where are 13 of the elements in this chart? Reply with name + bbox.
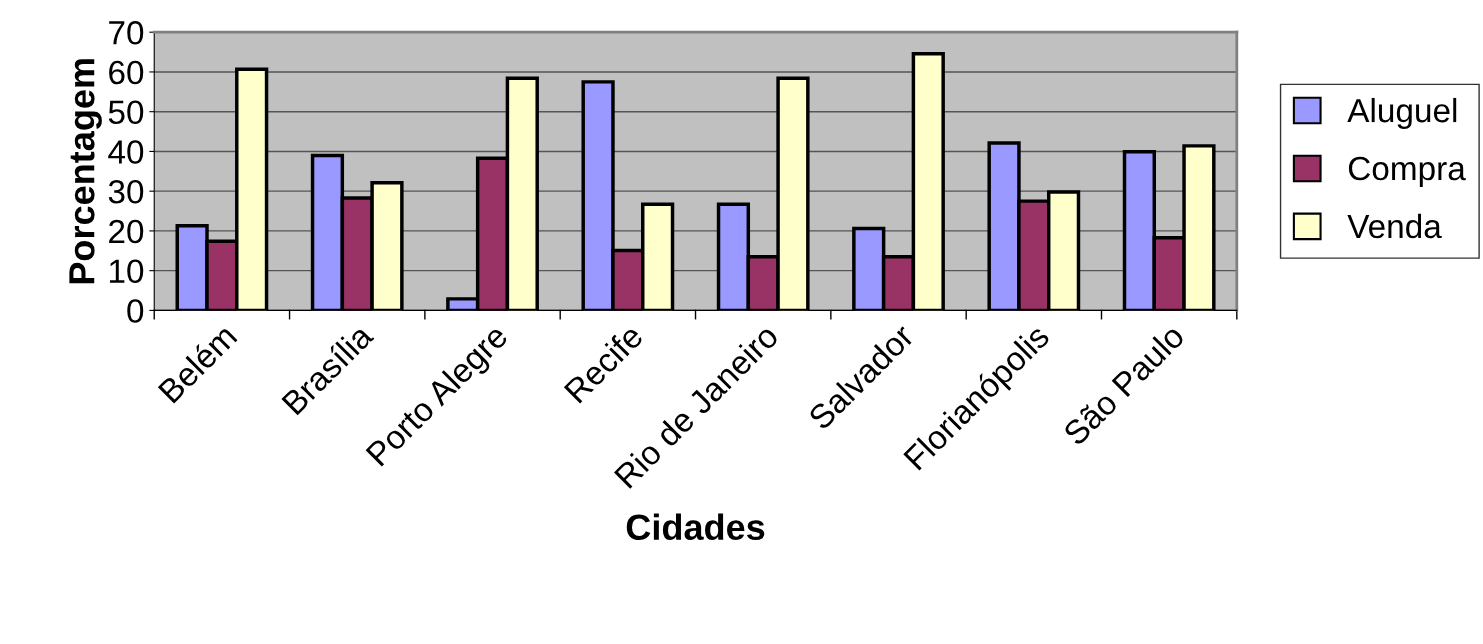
y-tick-label: 30 — [108, 179, 144, 204]
y-tick-label: 0 — [127, 299, 144, 323]
legend-label: Compra — [1348, 156, 1466, 187]
y-axis-title: Porcentagem — [69, 59, 102, 284]
legend-label: Aluguel — [1347, 97, 1457, 130]
y-tick-label: 70 — [109, 21, 144, 45]
y-tick-label: 50 — [108, 100, 144, 125]
legend-label: Venda — [1347, 213, 1442, 239]
y-tick-label: 60 — [109, 60, 144, 85]
y-tick-label: 20 — [109, 219, 144, 244]
y-tick-label: 40 — [108, 140, 144, 164]
x-axis-title: Cidades — [626, 513, 765, 541]
y-tick-label: 10 — [109, 259, 144, 284]
